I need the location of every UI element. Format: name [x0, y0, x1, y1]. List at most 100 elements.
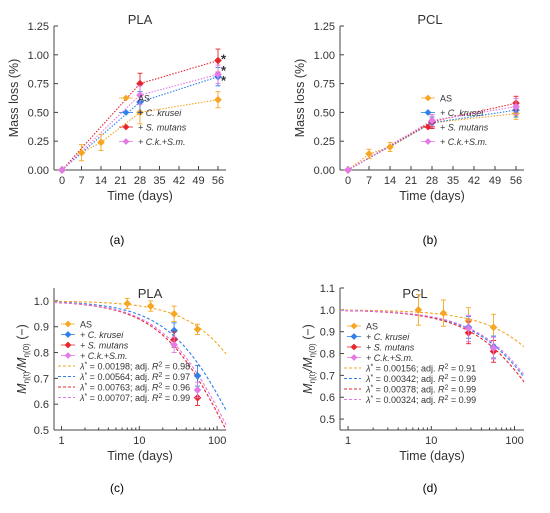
y-tick-label: 0.9 — [34, 322, 49, 334]
eq2: = — [162, 393, 172, 403]
lambda-sup: * — [84, 383, 87, 390]
x-tick-label: 1 — [345, 435, 351, 447]
legend-item-ck: + C. krusei — [421, 108, 484, 118]
y-tick-label: 0.8 — [320, 349, 335, 361]
panel-tag: (b) — [423, 233, 438, 247]
legend-item-sm: + S. mutans — [61, 341, 129, 351]
legend-fit-sm: λ* = 0.00763; adj. R2 = 0.96 — [58, 383, 190, 393]
x-tick-label: 21 — [405, 175, 417, 187]
lambda-symbol: λ — [79, 362, 84, 372]
legend-label: + S. mutans — [138, 123, 187, 133]
data-point-cksm — [464, 324, 473, 333]
significance-star: * — [221, 51, 227, 66]
legend-fit-label: λ* = 0.00378; adj. R2 = 0.99 — [365, 385, 476, 395]
legend-item-as: AS — [119, 94, 150, 104]
data-point-ck — [193, 371, 202, 380]
legend-label: + C. krusei — [138, 108, 182, 118]
y-tick-label: 0.50 — [314, 107, 335, 119]
lambda-symbol: λ — [79, 372, 84, 382]
data-point-as — [97, 138, 105, 147]
y-tick-label: 0.75 — [314, 79, 335, 91]
data-point-as — [123, 299, 132, 308]
legend-marker — [424, 109, 432, 116]
x-tick-label: 10 — [425, 435, 437, 447]
x-tick-label: 56 — [212, 175, 224, 187]
legend-marker — [424, 94, 432, 102]
y-title-unit: (−) — [15, 324, 29, 343]
y-axis-title: Mass loss (%) — [293, 59, 307, 137]
data-point-cksm — [58, 166, 66, 174]
y-axis-title: Mη(t)/Mη(0) (−) — [301, 324, 317, 394]
r-sup: 2 — [159, 393, 163, 400]
legend-item-as: AS — [347, 322, 378, 332]
lambda-value: 0.00707 — [97, 393, 130, 403]
data-point-cksm — [489, 344, 498, 352]
legend-marker — [64, 320, 72, 328]
series-line-sm — [347, 102, 517, 171]
x-tick-label: 7 — [78, 175, 84, 187]
legend-label: + C.k.+S.m. — [440, 137, 488, 147]
y-title-base: M — [15, 383, 29, 394]
legend-fit-as: λ* = 0.00198; adj. R2 = 0.98 — [58, 362, 190, 372]
panel-title: PCL — [402, 286, 427, 301]
legend-fit-cksm: λ* = 0.00707; adj. R2 = 0.99 — [58, 393, 190, 403]
data-point-cksm — [136, 91, 144, 99]
lambda-symbol: λ — [365, 385, 370, 395]
adj-text: ; adj. — [130, 393, 152, 403]
legend-marker — [424, 138, 432, 145]
eq: = — [87, 383, 97, 393]
lambda-value: 0.00378 — [383, 385, 416, 395]
data-point-sm — [214, 56, 222, 65]
r2-value: 0.99 — [173, 393, 191, 403]
y-tick-label: 0.5 — [34, 425, 49, 437]
r2-value: 0.96 — [173, 383, 191, 393]
y-title-sub1: η(t) — [22, 371, 31, 383]
legend-item-cksm: + C.k.+S.m. — [61, 351, 128, 361]
lambda-symbol: λ — [79, 383, 84, 393]
legend-label: + C.k.+S.m. — [138, 137, 186, 147]
fit-curve-cksm — [339, 309, 525, 375]
panel-tag: (d) — [423, 481, 438, 495]
r-sup: 2 — [445, 395, 449, 402]
legend-marker — [350, 333, 358, 340]
y-tick-label: 0.50 — [28, 107, 49, 119]
x-tick-label: 10 — [133, 435, 145, 447]
x-tick-label: 7 — [366, 175, 372, 187]
r2-value: 0.91 — [459, 364, 477, 374]
y-axis-title: Mass loss (%) — [7, 59, 21, 137]
legend: AS + C. krusei + S. mutans + C.k.+S.m. — [119, 94, 187, 147]
data-point-cksm — [512, 102, 520, 111]
data-point-cksm — [428, 116, 436, 125]
lambda-sup: * — [370, 395, 373, 402]
lambda-sup: * — [84, 393, 87, 400]
x-tick-label: 21 — [114, 175, 126, 187]
data-point-cksm — [170, 341, 178, 349]
r-symbol: R — [152, 362, 159, 372]
data-point-as — [214, 95, 222, 104]
eq2: = — [448, 395, 458, 405]
adj-text: ; adj. — [416, 364, 438, 374]
lambda-symbol: λ — [365, 364, 370, 374]
legend-item-as: AS — [61, 320, 92, 330]
legend-fit-label: λ* = 0.00707; adj. R2 = 0.99 — [79, 393, 190, 403]
lambda-value: 0.00763 — [97, 383, 130, 393]
legend: AS+ C. krusei+ S. mutans+ C.k.+S.m.λ* = … — [344, 322, 477, 405]
legend-label: + S. mutans — [80, 341, 129, 351]
data-point-as — [439, 309, 448, 317]
legend-label: + S. mutans — [366, 343, 415, 353]
data-point-as — [170, 310, 178, 318]
legend-fit-sm: λ* = 0.00378; adj. R2 = 0.99 — [344, 385, 476, 395]
x-tick-label: 1 — [58, 435, 64, 447]
lambda-symbol: λ — [79, 393, 84, 403]
r-symbol: R — [438, 395, 445, 405]
x-axis-title: Time (days) — [107, 449, 173, 463]
y-tick-label: 1.1 — [320, 283, 335, 295]
y-tick-label: 1.00 — [28, 50, 49, 62]
legend-marker — [350, 322, 358, 330]
y-tick-label: 1.0 — [320, 305, 335, 317]
y-tick-label: 0.25 — [28, 136, 49, 148]
y-tick-label: 1.00 — [314, 50, 335, 62]
legend-item-sm: + S. mutans — [421, 123, 489, 133]
adj-text: ; adj. — [416, 395, 438, 405]
